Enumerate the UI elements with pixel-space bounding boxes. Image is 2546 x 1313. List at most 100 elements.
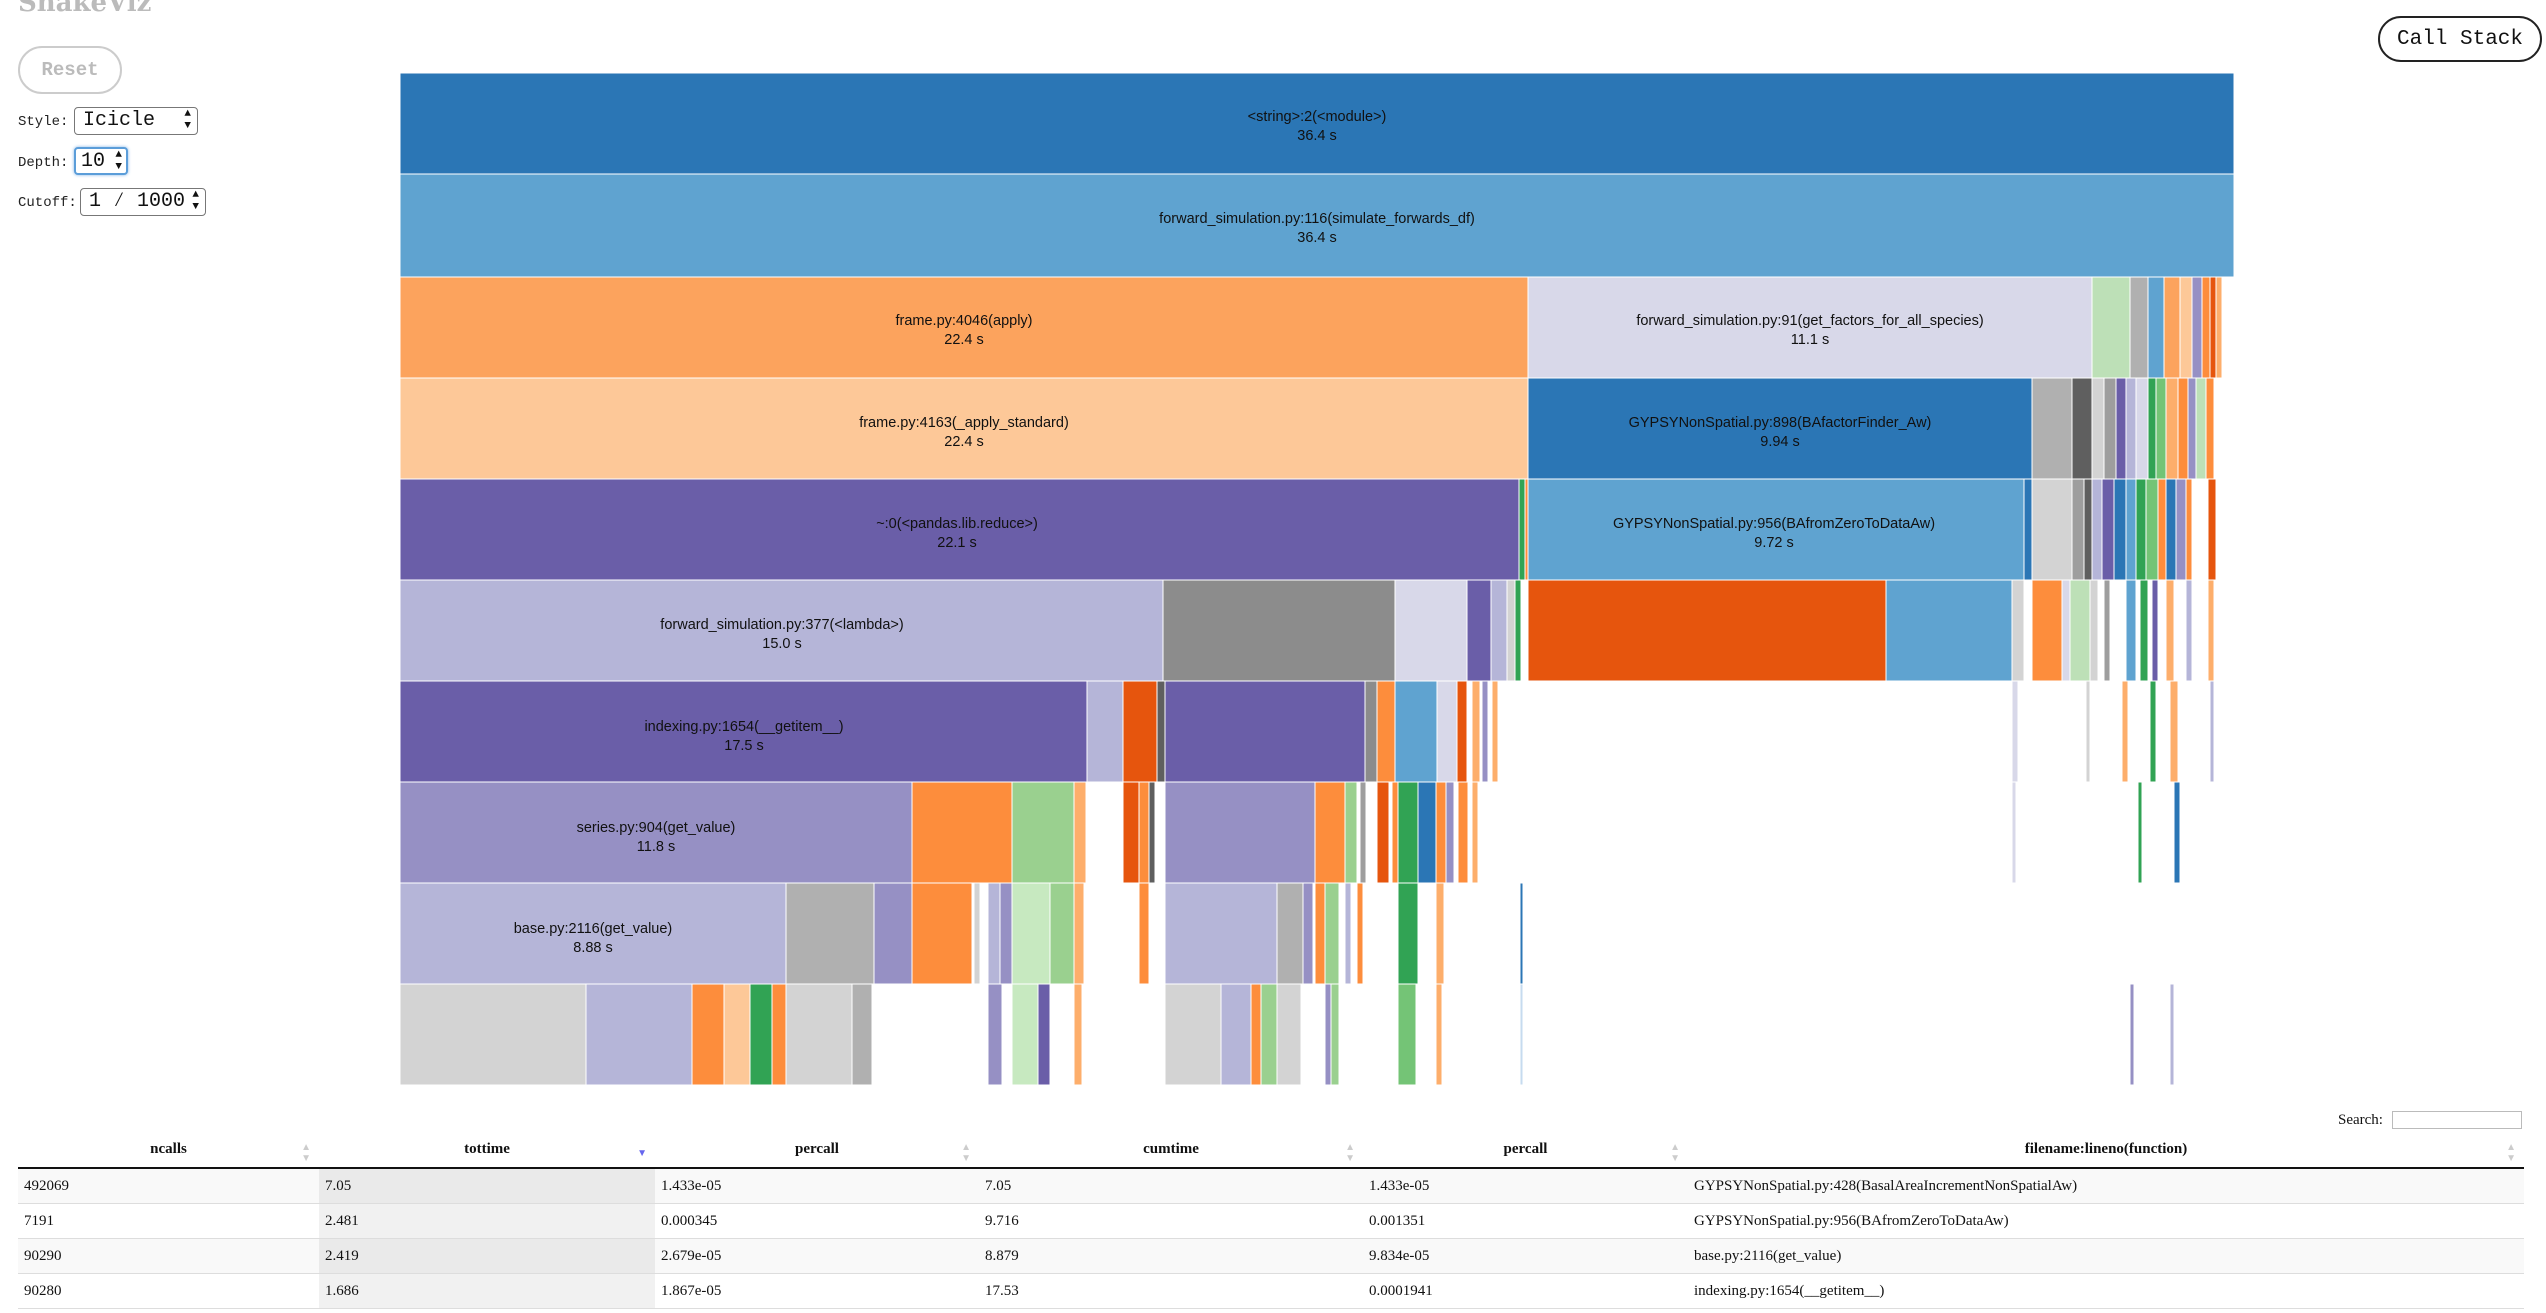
- icicle-block[interactable]: [1445, 781, 1455, 884]
- icicle-block-rect[interactable]: [400, 478, 1520, 581]
- icicle-block[interactable]: [1138, 781, 1150, 884]
- icicle-block[interactable]: [1376, 680, 1396, 783]
- icicle-block[interactable]: [1885, 579, 2013, 682]
- icicle-block[interactable]: [2091, 478, 2103, 581]
- icicle-block[interactable]: [1073, 983, 1083, 1086]
- icicle-block[interactable]: [2101, 478, 2115, 581]
- icicle-block[interactable]: [2207, 579, 2215, 682]
- icicle-block[interactable]: [873, 882, 913, 985]
- icicle-block[interactable]: [911, 882, 973, 985]
- icicle-block[interactable]: [771, 983, 787, 1086]
- icicle-block[interactable]: [2129, 276, 2149, 379]
- icicle-block[interactable]: [1276, 882, 1304, 985]
- icicle-block[interactable]: [1049, 882, 1075, 985]
- icicle-block[interactable]: [1324, 983, 1332, 1086]
- icicle-block[interactable]: [1122, 680, 1158, 783]
- icicle-block[interactable]: [2139, 579, 2149, 682]
- icicle-block-module[interactable]: <string>:2(<module>) 36.4 s: [400, 73, 2234, 175]
- icicle-block-simulate-forwards[interactable]: forward_simulation.py:116(simulate_forwa…: [400, 173, 2234, 278]
- icicle-block[interactable]: [1164, 781, 1316, 884]
- icicle-block[interactable]: [2115, 377, 2127, 480]
- icicle-block[interactable]: [1527, 579, 1887, 682]
- icicle-block[interactable]: [1011, 983, 1039, 1086]
- icicle-block[interactable]: [2165, 377, 2179, 480]
- column-header-percall-cumulative[interactable]: percall ▲ ▼: [1363, 1132, 1688, 1169]
- icicle-block[interactable]: [2187, 377, 2197, 480]
- icicle-block-rect[interactable]: [1527, 478, 2025, 581]
- icicle-block[interactable]: [2145, 478, 2159, 581]
- icicle-block[interactable]: [585, 983, 693, 1086]
- icicle-block[interactable]: [2135, 377, 2149, 480]
- icicle-block[interactable]: [1302, 882, 1314, 985]
- icicle-block[interactable]: [1260, 983, 1278, 1086]
- icicle-block[interactable]: [2209, 276, 2217, 379]
- icicle-block[interactable]: [1356, 882, 1364, 985]
- icicle-block-rect[interactable]: [400, 377, 1529, 480]
- icicle-block[interactable]: [1391, 781, 1399, 884]
- icicle-block[interactable]: [2085, 680, 2091, 783]
- icicle-block[interactable]: [2011, 579, 2025, 682]
- icicle-block[interactable]: [1397, 781, 1419, 884]
- icicle-block[interactable]: [2175, 478, 2187, 581]
- icicle-chart[interactable]: <string>:2(<module>) 36.4 s forward_simu…: [400, 73, 2234, 1091]
- icicle-block[interactable]: [2195, 377, 2207, 480]
- icicle-block[interactable]: [2011, 680, 2019, 783]
- icicle-block[interactable]: [1506, 579, 1516, 682]
- icicle-block[interactable]: [2125, 579, 2137, 682]
- icicle-block[interactable]: [1073, 882, 1085, 985]
- icicle-block[interactable]: [2031, 478, 2073, 581]
- icicle-block[interactable]: [2209, 680, 2215, 783]
- icicle-block[interactable]: [1330, 983, 1340, 1086]
- icicle-block[interactable]: [1376, 781, 1390, 884]
- icicle-block[interactable]: [1519, 882, 1524, 985]
- icicle-block[interactable]: [1457, 781, 1469, 884]
- icicle-block[interactable]: [1344, 781, 1358, 884]
- icicle-block[interactable]: [987, 882, 1001, 985]
- icicle-block[interactable]: [2091, 276, 2131, 379]
- icicle-block[interactable]: [2149, 680, 2157, 783]
- column-header-cumtime[interactable]: cumtime ▲ ▼: [979, 1132, 1363, 1169]
- icicle-block[interactable]: [973, 882, 981, 985]
- icicle-block-bafromzero[interactable]: GYPSYNonSpatial.py:956(BAfromZeroToDataA…: [1527, 478, 2025, 581]
- icicle-block[interactable]: [400, 983, 587, 1086]
- icicle-block[interactable]: [1314, 781, 1346, 884]
- icicle-block-apply[interactable]: frame.py:4046(apply) 22.4 s: [400, 276, 1529, 379]
- icicle-block[interactable]: [1519, 983, 1524, 1086]
- icicle-block[interactable]: [1037, 983, 1051, 1086]
- icicle-block-series-get-value[interactable]: series.py:904(get_value) 11.8 s: [400, 781, 913, 884]
- icicle-block[interactable]: [1466, 579, 1492, 682]
- icicle-block[interactable]: [2137, 781, 2143, 884]
- icicle-block-getitem[interactable]: indexing.py:1654(__getitem__) 17.5 s: [400, 680, 1088, 783]
- icicle-block[interactable]: [1491, 680, 1499, 783]
- icicle-block[interactable]: [2089, 579, 2099, 682]
- icicle-block[interactable]: [2069, 579, 2091, 682]
- icicle-block[interactable]: [851, 983, 873, 1086]
- reset-button[interactable]: Reset: [18, 46, 122, 94]
- icicle-block[interactable]: [2129, 983, 2135, 1086]
- icicle-block[interactable]: [2125, 478, 2137, 581]
- icicle-block-rect[interactable]: [400, 882, 787, 985]
- cutoff-select[interactable]: 1 ⁄ 1000 ▲ ▼: [80, 188, 206, 216]
- icicle-block[interactable]: [2031, 377, 2073, 480]
- icicle-block[interactable]: [2205, 377, 2215, 480]
- icicle-block[interactable]: [1397, 983, 1417, 1086]
- icicle-block[interactable]: [1359, 781, 1367, 884]
- icicle-block[interactable]: [2147, 276, 2165, 379]
- icicle-block[interactable]: [2103, 377, 2117, 480]
- icicle-block[interactable]: [2071, 478, 2085, 581]
- icicle-block[interactable]: [2215, 276, 2223, 379]
- icicle-block[interactable]: [2157, 478, 2167, 581]
- icicle-block[interactable]: [2185, 579, 2193, 682]
- icicle-block[interactable]: [987, 983, 1003, 1086]
- icicle-block[interactable]: [2177, 377, 2189, 480]
- icicle-block[interactable]: [2125, 377, 2137, 480]
- icicle-block-rect[interactable]: [400, 173, 2234, 278]
- icicle-block-base-get-value[interactable]: base.py:2116(get_value) 8.88 s: [400, 882, 787, 985]
- depth-select[interactable]: 10 ▲ ▼: [74, 147, 128, 175]
- icicle-block[interactable]: [1164, 983, 1222, 1086]
- column-header-filename[interactable]: filename:lineno(function) ▲ ▼: [1688, 1132, 2524, 1169]
- style-select[interactable]: Icicle ▲ ▼: [74, 107, 198, 135]
- icicle-block-rect[interactable]: [400, 781, 913, 884]
- icicle-block[interactable]: [1011, 882, 1051, 985]
- icicle-block[interactable]: [1314, 882, 1326, 985]
